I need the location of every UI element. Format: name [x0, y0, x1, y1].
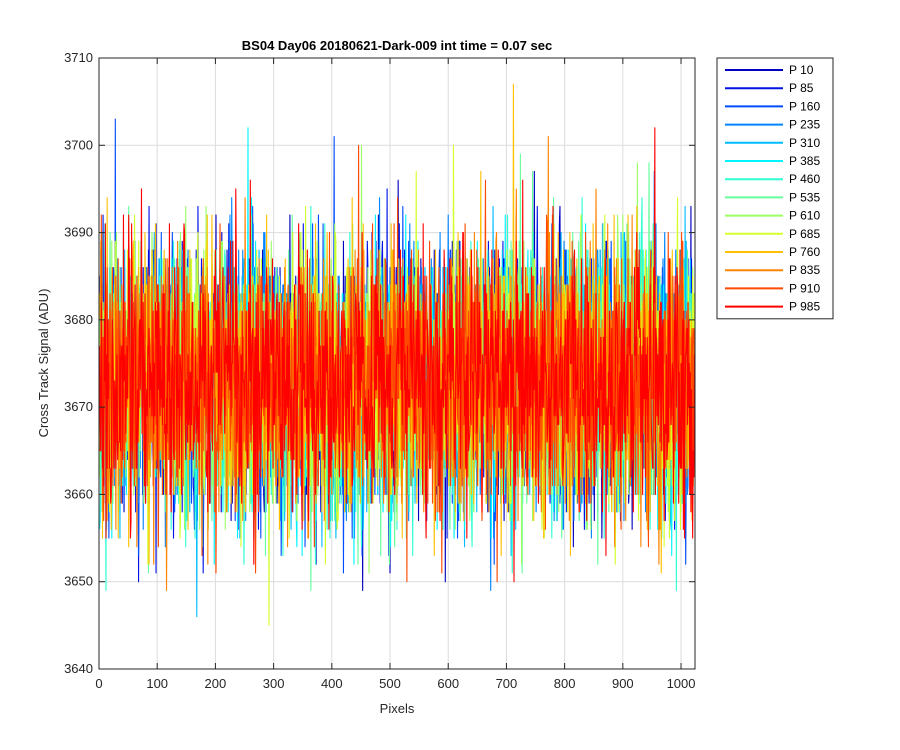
plot-frame	[98, 57, 696, 670]
legend-label: P 685	[789, 227, 820, 241]
x-tick-label: 0	[95, 676, 102, 691]
plot-lines	[99, 83, 695, 626]
x-axis-label: Pixels	[380, 701, 415, 716]
series-line-p985	[99, 127, 695, 583]
y-tick-label: 3640	[64, 661, 93, 676]
legend-label: P 235	[789, 118, 820, 132]
legend-label: P 910	[789, 281, 820, 295]
x-tick-label: 400	[321, 676, 343, 691]
x-tick-label: 1000	[667, 676, 696, 691]
y-tick-label: 3680	[64, 312, 93, 327]
tick-marks	[98, 57, 695, 670]
legend[interactable]: P 10 P 85 P 160 P 235 P 310 P 385 P 460 P 535 P …	[716, 57, 834, 320]
legend-label: P 85	[789, 81, 814, 95]
x-tick-label: 700	[496, 676, 518, 691]
legend-label: P 610	[789, 209, 820, 223]
legend-label: P 535	[789, 190, 820, 204]
legend-label: P 10	[789, 63, 814, 77]
legend-label: P 835	[789, 263, 820, 277]
x-tick-label: 600	[437, 676, 459, 691]
x-tick-label: 500	[379, 676, 401, 691]
y-tick-label: 3650	[64, 574, 93, 589]
legend-box	[716, 57, 834, 320]
legend-label: P 460	[789, 172, 820, 186]
x-tick-label: 100	[146, 676, 168, 691]
legend-label: P 760	[789, 245, 820, 259]
chart-title: BS04 Day06 20180621-Dark-009 int time = …	[242, 38, 552, 53]
legend-label: P 160	[789, 99, 820, 113]
y-tick-label: 3670	[64, 399, 93, 414]
x-tick-label: 900	[612, 676, 634, 691]
y-tick-label: 3710	[64, 50, 93, 65]
x-tick-label: 300	[263, 676, 285, 691]
y-tick-label: 3690	[64, 225, 93, 240]
y-tick-label: 3700	[64, 137, 93, 152]
x-tick-label: 800	[554, 676, 576, 691]
x-tick-label: 200	[205, 676, 227, 691]
y-axis-label: Cross Track Signal (ADU)	[36, 289, 51, 438]
legend-label: P 310	[789, 136, 820, 150]
y-tick-label: 3660	[64, 486, 93, 501]
tick-labels: 0 100 200 300 400 500 600 700 800 900 1000 3640 3650…	[64, 50, 695, 691]
legend-label: P 385	[789, 154, 820, 168]
legend-label: P 985	[789, 300, 820, 314]
